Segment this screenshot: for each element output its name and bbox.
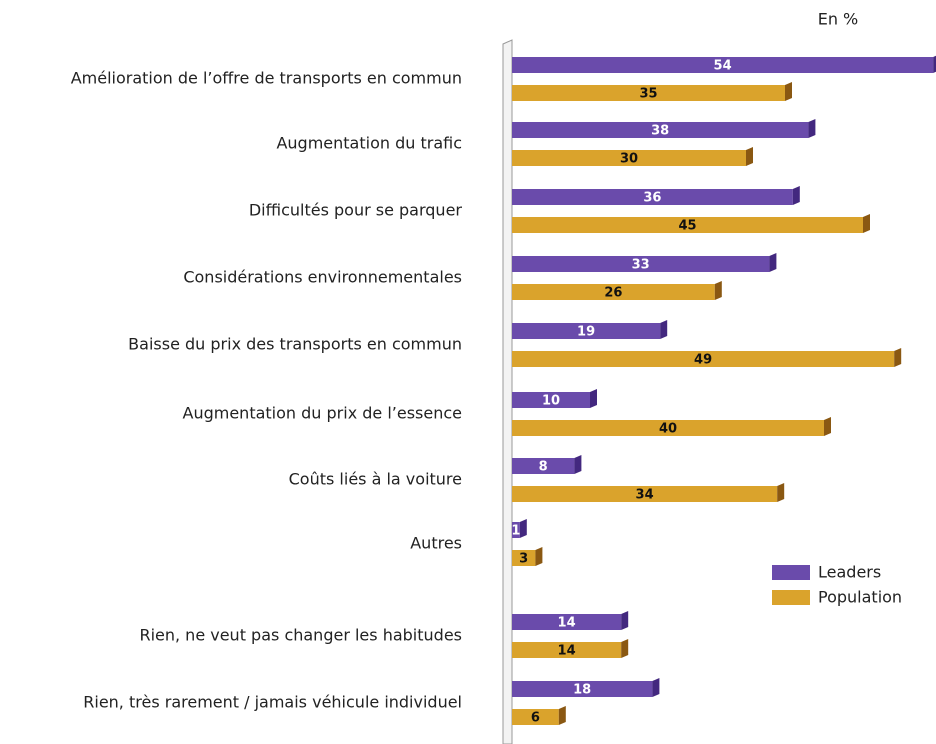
value-label: 6 [531, 711, 540, 726]
bar-side [746, 147, 753, 166]
bar-side [785, 82, 792, 101]
value-label: 26 [604, 286, 622, 301]
category-label: Rien, ne veut pas changer les habitudes [139, 626, 462, 645]
bar [512, 392, 590, 408]
value-label: 45 [678, 219, 696, 234]
bar [512, 256, 770, 272]
value-label: 38 [651, 124, 669, 139]
category-label: Coûts liés à la voiture [289, 470, 462, 489]
bar-side [558, 706, 566, 725]
bar [512, 458, 575, 474]
value-label: 18 [573, 683, 591, 698]
value-label: 14 [558, 644, 576, 659]
value-label: 8 [539, 460, 548, 475]
value-label: 34 [636, 488, 654, 503]
category-label: Difficultés pour se parquer [249, 201, 463, 220]
category-label: Augmentation du prix de l’essence [183, 404, 463, 423]
bar-side [824, 417, 831, 436]
legend-swatch [772, 565, 810, 580]
bar [512, 642, 622, 658]
category-label: Baisse du prix des transports en commun [128, 335, 462, 354]
value-label: 54 [714, 59, 732, 74]
axis-wall [502, 39, 513, 744]
bar [512, 284, 715, 300]
bar-side [714, 281, 722, 300]
category-label: Rien, très rarement / jamais véhicule in… [83, 693, 462, 712]
bar [512, 189, 793, 205]
category-label: Augmentation du trafic [276, 134, 462, 153]
value-label: 3 [519, 552, 528, 567]
bar [512, 522, 520, 538]
value-label: 19 [577, 325, 595, 340]
bar [512, 351, 895, 367]
category-label: Amélioration de l’offre de transports en… [71, 69, 462, 88]
bar-side [863, 214, 870, 233]
value-label: 40 [659, 422, 677, 437]
bar [512, 486, 778, 502]
bar [512, 217, 863, 233]
bar [512, 681, 653, 697]
bar-side [535, 547, 543, 566]
bar-side [894, 348, 902, 367]
bar [512, 85, 785, 101]
legend-label: Population [818, 588, 902, 607]
value-label: 49 [694, 353, 712, 368]
bar-side [574, 455, 582, 474]
bar [512, 614, 622, 630]
bar-side [808, 119, 816, 138]
value-label: 10 [542, 394, 560, 409]
bar [512, 57, 934, 73]
value-label: 35 [639, 87, 657, 102]
value-label: 30 [620, 152, 638, 167]
bar-side [590, 389, 597, 408]
value-label: 14 [558, 616, 576, 631]
bar-side [621, 639, 629, 658]
bar-side [519, 519, 527, 538]
bar-side [621, 611, 629, 630]
bar [512, 709, 559, 725]
bar [512, 550, 536, 566]
bar-side [652, 678, 660, 697]
legend-label: Leaders [818, 563, 881, 582]
legend-swatch [772, 590, 810, 605]
bar-side [777, 483, 785, 502]
bar-side [660, 320, 668, 339]
unit-label: En % [818, 10, 859, 29]
bar [512, 420, 824, 436]
value-label: 33 [632, 258, 650, 273]
bar-side [792, 186, 800, 205]
bar-side [933, 55, 936, 73]
category-label: Autres [410, 534, 462, 553]
bar [512, 122, 809, 138]
category-label: Considérations environnementales [183, 268, 462, 287]
bar-side [769, 253, 777, 272]
value-label: 1 [511, 524, 520, 539]
bar [512, 150, 746, 166]
value-label: 36 [643, 191, 661, 206]
bar [512, 323, 661, 339]
